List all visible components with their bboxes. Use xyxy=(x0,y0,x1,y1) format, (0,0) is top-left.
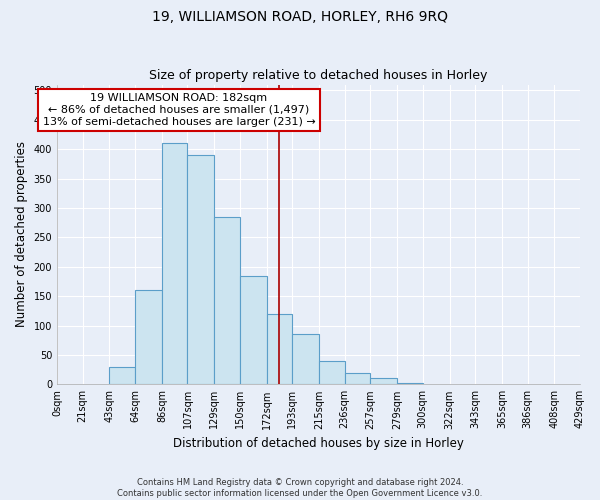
Bar xyxy=(240,276,267,384)
Bar xyxy=(319,361,345,384)
Title: Size of property relative to detached houses in Horley: Size of property relative to detached ho… xyxy=(149,69,488,82)
Bar xyxy=(187,155,214,384)
Y-axis label: Number of detached properties: Number of detached properties xyxy=(15,142,28,328)
Bar xyxy=(397,382,423,384)
Bar xyxy=(267,314,292,384)
Bar xyxy=(370,378,397,384)
Text: 19 WILLIAMSON ROAD: 182sqm
← 86% of detached houses are smaller (1,497)
13% of s: 19 WILLIAMSON ROAD: 182sqm ← 86% of deta… xyxy=(43,94,316,126)
Bar xyxy=(214,217,240,384)
X-axis label: Distribution of detached houses by size in Horley: Distribution of detached houses by size … xyxy=(173,437,464,450)
Bar xyxy=(135,290,162,384)
Bar xyxy=(345,372,370,384)
Bar xyxy=(109,366,135,384)
Text: Contains HM Land Registry data © Crown copyright and database right 2024.
Contai: Contains HM Land Registry data © Crown c… xyxy=(118,478,482,498)
Bar xyxy=(292,334,319,384)
Text: 19, WILLIAMSON ROAD, HORLEY, RH6 9RQ: 19, WILLIAMSON ROAD, HORLEY, RH6 9RQ xyxy=(152,10,448,24)
Bar xyxy=(162,144,187,384)
